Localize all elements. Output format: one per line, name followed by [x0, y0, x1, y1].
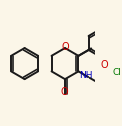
Text: O: O — [62, 42, 69, 52]
Text: O: O — [61, 87, 68, 97]
Text: O: O — [100, 60, 108, 70]
Text: NH: NH — [79, 71, 93, 80]
Text: Cl: Cl — [112, 68, 121, 77]
